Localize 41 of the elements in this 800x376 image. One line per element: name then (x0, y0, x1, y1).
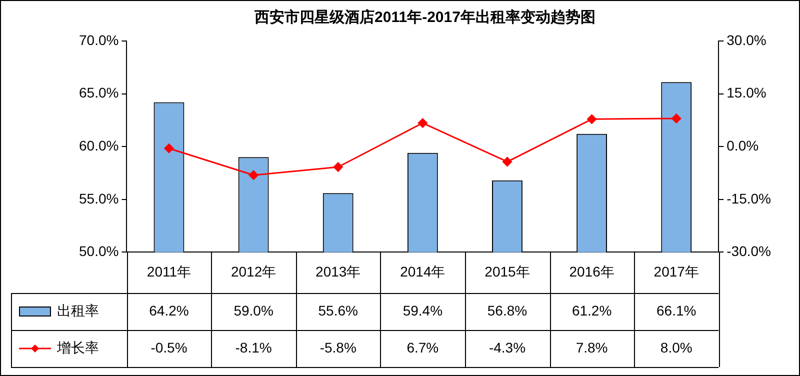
y-tick-label: 65.0% (78, 84, 119, 101)
point (333, 162, 343, 172)
point (502, 156, 512, 166)
x-tick-label: 2017年 (654, 263, 699, 280)
legend-label: 出租率 (57, 302, 99, 318)
point (164, 144, 174, 154)
x-tick-label: 2015年 (484, 263, 530, 280)
x-tick-label: 2013年 (316, 263, 361, 280)
data-label: -8.1% (235, 339, 272, 356)
data-label: 64.2% (149, 302, 189, 318)
y2-tick-label: 30.0% (726, 32, 766, 48)
data-label: -0.5% (150, 339, 188, 356)
point (418, 118, 428, 128)
y2-tick-label: -15.0% (726, 190, 771, 206)
y-tick-label: 55.0% (78, 190, 119, 206)
data-label: 6.7% (406, 339, 439, 356)
y-tick-label: 50.0% (78, 243, 119, 260)
legend-label: 增长率 (56, 339, 99, 356)
data-label: 55.6% (318, 302, 358, 318)
data-label: 59.0% (234, 302, 274, 318)
y2-tick-label: 0.0% (726, 137, 759, 154)
data-label: 61.2% (572, 302, 612, 318)
chart-title: 西安市四星级酒店2011年-2017年出租率变动趋势图 (254, 8, 596, 26)
data-label: -5.8% (320, 339, 356, 356)
data-label: -4.3% (488, 339, 526, 356)
data-label: 59.4% (402, 302, 443, 318)
point (672, 114, 682, 124)
x-tick-label: 2012年 (230, 263, 276, 280)
x-tick-label: 2011年 (146, 263, 192, 280)
point (587, 114, 597, 124)
point (248, 170, 258, 180)
y2-tick-label: 15.0% (726, 84, 766, 101)
y2-tick-label: -30.0% (726, 243, 771, 260)
y-tick-label: 70.0% (78, 32, 119, 48)
data-label: 8.0% (660, 339, 692, 356)
y-tick-label: 60.0% (78, 137, 119, 154)
data-label: 7.8% (576, 339, 608, 356)
data-label: 56.8% (487, 302, 528, 318)
data-label: 66.1% (656, 302, 696, 318)
x-tick-label: 2014年 (400, 263, 446, 280)
x-tick-label: 2016年 (569, 263, 614, 280)
